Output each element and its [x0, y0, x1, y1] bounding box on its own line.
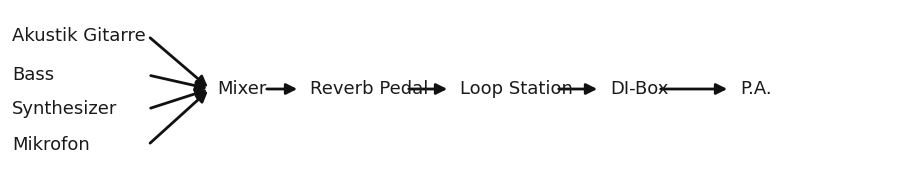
Text: Loop Station: Loop Station	[460, 80, 573, 98]
Text: Akustik Gitarre: Akustik Gitarre	[12, 27, 145, 45]
Text: P.A.: P.A.	[740, 80, 771, 98]
Text: Mikrofon: Mikrofon	[12, 136, 90, 154]
FancyArrowPatch shape	[151, 76, 205, 90]
FancyArrowPatch shape	[151, 89, 205, 108]
Text: Bass: Bass	[12, 66, 54, 84]
Text: Synthesizer: Synthesizer	[12, 100, 118, 118]
FancyArrowPatch shape	[661, 84, 724, 93]
FancyArrowPatch shape	[266, 84, 294, 93]
Text: Reverb Pedal: Reverb Pedal	[310, 80, 429, 98]
Text: DI-Box: DI-Box	[610, 80, 668, 98]
Text: Mixer: Mixer	[217, 80, 266, 98]
FancyArrowPatch shape	[150, 38, 205, 85]
FancyArrowPatch shape	[150, 93, 205, 143]
FancyArrowPatch shape	[409, 84, 444, 93]
FancyArrowPatch shape	[559, 84, 594, 93]
